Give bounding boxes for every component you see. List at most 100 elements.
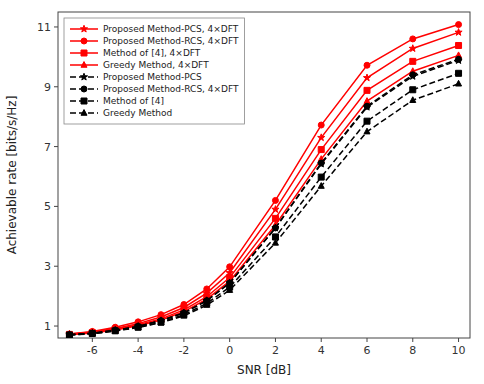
series — [66, 22, 461, 338]
point — [318, 122, 324, 128]
legend-item: Proposed Method-RCS, 4×DFT — [70, 84, 239, 94]
legend-box — [64, 18, 245, 124]
y-tick — [54, 86, 58, 87]
point — [364, 62, 370, 68]
point — [410, 87, 416, 93]
plot-frame — [58, 12, 470, 338]
legend-marker — [80, 25, 87, 32]
y-tick-label: 7 — [44, 141, 51, 154]
point — [456, 56, 462, 62]
point — [135, 324, 141, 330]
legend-marker — [81, 38, 87, 44]
point — [410, 97, 416, 103]
legend-label: Method of [4] — [103, 96, 164, 106]
point — [410, 72, 416, 78]
point — [66, 330, 73, 337]
point — [318, 134, 325, 141]
y-tick — [54, 206, 58, 207]
point — [318, 183, 324, 189]
legend-item: Proposed Method-PCS, 4×DFT — [70, 24, 239, 34]
legend-label: Greedy Method, 4×DFT — [103, 60, 209, 70]
x-tick — [92, 338, 93, 342]
chart: -6-4-202468101357911SNR [dB]Achievable r… — [0, 0, 484, 384]
point — [89, 330, 95, 336]
point — [364, 87, 370, 93]
series — [66, 70, 461, 338]
point — [410, 36, 416, 42]
point — [272, 197, 278, 203]
point — [227, 264, 233, 270]
point — [66, 332, 72, 338]
y-axis-label: Achievable rate [bits/s/Hz] — [5, 96, 19, 255]
legend-item: Method of [4], 4×DFT — [70, 48, 201, 58]
x-tick — [183, 338, 184, 342]
point — [272, 215, 278, 221]
x-tick — [275, 338, 276, 342]
legend-label: Proposed Method-PCS, 4×DFT — [103, 24, 239, 34]
x-tick — [229, 338, 230, 342]
point — [409, 45, 416, 52]
point — [410, 58, 416, 64]
point — [455, 57, 462, 64]
legend-item: Method of [4] — [70, 96, 164, 106]
point — [364, 98, 370, 104]
x-tick — [458, 338, 459, 342]
x-axis-label: SNR [dB] — [237, 363, 291, 377]
point — [318, 160, 324, 166]
series — [66, 42, 461, 337]
legend-label: Proposed Method-PCS — [103, 72, 202, 82]
point — [455, 29, 462, 36]
series-line — [69, 46, 458, 335]
y-tick-label: 3 — [44, 260, 51, 273]
point — [456, 42, 462, 48]
y-tick-label: 1 — [44, 320, 51, 333]
point — [364, 103, 370, 109]
point — [456, 80, 462, 86]
legend-label: Greedy Method — [103, 108, 172, 118]
x-tick-label: 10 — [452, 344, 466, 357]
x-tick-label: 2 — [272, 344, 279, 357]
legend-marker — [81, 98, 87, 104]
point — [89, 331, 95, 337]
point — [158, 319, 164, 325]
x-tick-label: -6 — [87, 344, 98, 357]
x-tick-label: 8 — [409, 344, 416, 357]
point — [181, 312, 187, 318]
point — [135, 323, 142, 330]
point — [135, 323, 141, 329]
point — [364, 128, 370, 134]
point — [112, 326, 119, 333]
legend-item: Greedy Method — [70, 108, 172, 118]
series-line — [69, 55, 458, 334]
point — [112, 328, 118, 334]
x-tick-label: 4 — [318, 344, 325, 357]
point — [456, 70, 462, 76]
legend-item: Greedy Method, 4×DFT — [70, 60, 209, 70]
legend-label: Proposed Method-RCS, 4×DFT — [103, 36, 239, 46]
y-tick-label: 5 — [44, 200, 51, 213]
x-tick — [412, 338, 413, 342]
legend: Proposed Method-PCS, 4×DFT Proposed Metho… — [64, 18, 245, 124]
point — [204, 286, 210, 292]
legend-item: Proposed Method-PCS — [70, 72, 202, 82]
legend-label: Method of [4], 4×DFT — [103, 48, 201, 58]
legend-item: Proposed Method-RCS, 4×DFT — [70, 36, 239, 46]
plot-data — [66, 22, 462, 338]
point — [364, 118, 370, 124]
series-line — [69, 60, 458, 334]
point — [272, 206, 279, 213]
point — [272, 225, 278, 231]
legend-marker — [81, 110, 87, 116]
y-tick — [54, 26, 58, 27]
point — [227, 287, 233, 293]
legend-marker — [80, 73, 87, 80]
y-tick — [54, 326, 58, 327]
x-tick-label: 0 — [226, 344, 233, 357]
x-tick-label: -2 — [178, 344, 189, 357]
legend-label: Proposed Method-RCS, 4×DFT — [103, 84, 239, 94]
point — [135, 324, 141, 330]
y-tick — [54, 146, 58, 147]
legend-marker — [81, 62, 87, 68]
legend-marker — [81, 50, 87, 56]
point — [89, 329, 96, 336]
